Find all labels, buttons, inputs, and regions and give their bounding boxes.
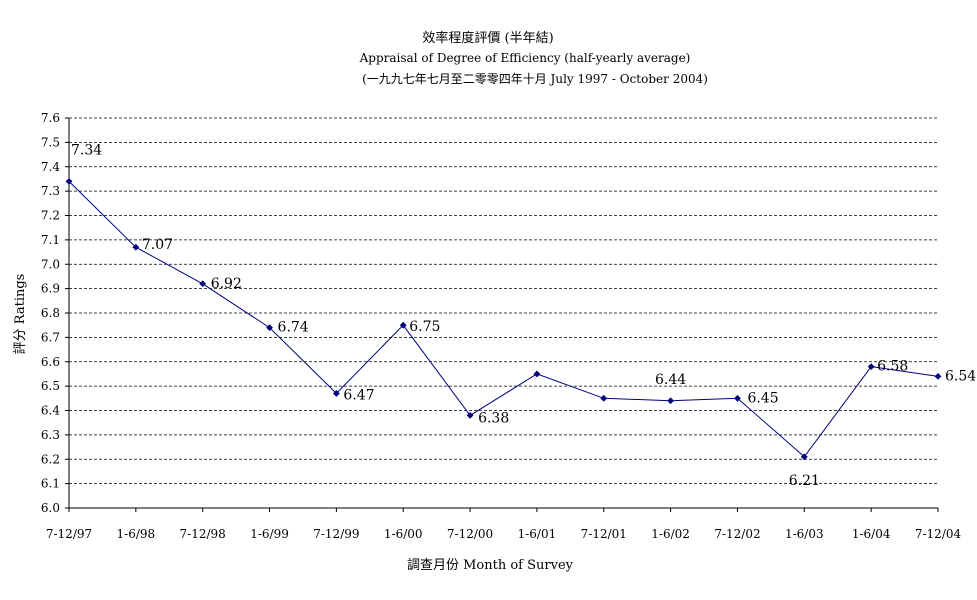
data-labels: 7.34 7.07 6.92 6.74 6.47 6.75 6.38 6.44 6.45 6.21… — [71, 142, 976, 488]
data-label: 7.07 — [142, 237, 173, 253]
data-label: 6.21 — [789, 473, 820, 489]
x-tick-label: 1-6/02 — [651, 527, 690, 541]
data-point — [600, 394, 608, 402]
y-tick-label: 7.3 — [41, 184, 60, 198]
x-tick-label: 1-6/00 — [384, 527, 423, 541]
gridlines — [69, 117, 938, 485]
y-tick-label: 6.4 — [41, 404, 60, 418]
y-tick-label: 6.0 — [41, 501, 60, 515]
y-tick-label: 6.6 — [41, 355, 60, 369]
y-tick-label: 7.4 — [41, 160, 60, 174]
y-axis-title: 評分 Ratings — [13, 274, 28, 355]
data-label: 7.34 — [71, 142, 102, 158]
data-point — [266, 324, 273, 332]
data-point — [65, 177, 73, 185]
x-tick-label: 7-12/99 — [313, 527, 359, 541]
data-point — [734, 394, 741, 402]
data-point — [800, 453, 808, 461]
x-axis-title: 調查月份 Month of Survey — [407, 558, 574, 573]
chart-title: 效率程度評價 (半年結) — [422, 30, 553, 46]
y-tick-label: 7.0 — [41, 257, 60, 271]
y-tick-label: 6.1 — [41, 477, 60, 491]
data-point — [867, 363, 875, 371]
data-point — [934, 372, 942, 380]
data-label: 6.58 — [877, 359, 908, 375]
data-label: 6.47 — [343, 387, 374, 403]
y-tick-label: 6.3 — [41, 428, 60, 442]
x-tick-label: 7-12/97 — [46, 527, 92, 541]
y-tick-label: 7.1 — [41, 233, 60, 247]
data-point — [533, 370, 541, 378]
x-tick-label: 1-6/01 — [518, 527, 557, 541]
x-tick-label: 1-6/99 — [250, 527, 289, 541]
y-tick-label: 6.7 — [41, 330, 60, 344]
chart-subtitle: Appraisal of Degree of Efficiency (half-… — [359, 51, 691, 65]
data-label: 6.92 — [211, 276, 242, 292]
x-tick-label: 7-12/04 — [915, 527, 962, 541]
y-tick-label: 6.9 — [41, 282, 60, 296]
data-label: 6.54 — [945, 368, 976, 384]
data-point — [199, 280, 207, 288]
data-label: 6.44 — [655, 372, 686, 388]
data-point — [332, 390, 340, 397]
series-line — [68, 181, 939, 458]
x-tick-label: 1-6/04 — [852, 527, 891, 541]
data-label: 6.45 — [747, 390, 778, 406]
y-tick-label: 6.8 — [41, 306, 60, 320]
y-tick-label: 7.5 — [41, 135, 60, 149]
y-tick-label: 7.2 — [41, 209, 60, 223]
x-tick-label: 7-12/02 — [714, 527, 760, 541]
y-tick-label: 7.6 — [41, 111, 60, 125]
data-point — [132, 243, 140, 251]
x-tick-label: 7-12/00 — [447, 527, 493, 541]
axes — [65, 117, 939, 512]
data-point — [466, 411, 474, 419]
chart-period: (一九九七年七月至二零零四年十月 July 1997 - October 200… — [362, 72, 708, 86]
data-point — [399, 321, 407, 329]
y-tick-label: 6.5 — [41, 379, 60, 393]
data-label: 6.38 — [478, 410, 509, 426]
series — [65, 177, 942, 461]
x-tick-label: 7-12/01 — [581, 527, 627, 541]
x-tick-label: 1-6/03 — [785, 527, 824, 541]
y-tick-labels: 6.0 6.1 6.2 6.3 6.4 6.5 6.6 6.7 6.8 6.9 7.0 7.1 7.2 7… — [41, 111, 60, 515]
data-label: 6.75 — [409, 319, 440, 335]
data-point — [667, 397, 675, 405]
x-tick-labels: 7-12/97 1-6/98 7-12/98 1-6/99 7-12/99 1-6/00 7… — [46, 527, 962, 541]
data-label: 6.74 — [278, 320, 309, 336]
x-tick-label: 1-6/98 — [117, 527, 156, 541]
y-tick-label: 6.2 — [41, 452, 60, 466]
x-tick-label: 7-12/98 — [180, 527, 226, 541]
